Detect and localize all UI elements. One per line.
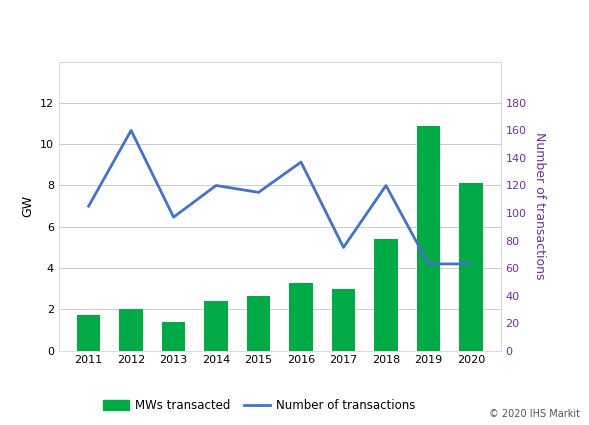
- Bar: [289, 283, 313, 351]
- Bar: [77, 314, 100, 351]
- Bar: [247, 296, 270, 351]
- Bar: [204, 301, 228, 351]
- Text: M&A activity in Europe by project status: M&A activity in Europe by project status: [7, 25, 355, 40]
- Y-axis label: GW: GW: [21, 195, 34, 217]
- Bar: [374, 239, 398, 351]
- Bar: [417, 126, 440, 351]
- Bar: [162, 322, 186, 351]
- Bar: [120, 309, 143, 351]
- Text: © 2020 IHS Markit: © 2020 IHS Markit: [489, 408, 580, 419]
- Legend: MWs transacted, Number of transactions: MWs transacted, Number of transactions: [98, 394, 420, 417]
- Y-axis label: Number of transactions: Number of transactions: [533, 132, 546, 280]
- Bar: [332, 289, 355, 351]
- Bar: [459, 184, 482, 351]
